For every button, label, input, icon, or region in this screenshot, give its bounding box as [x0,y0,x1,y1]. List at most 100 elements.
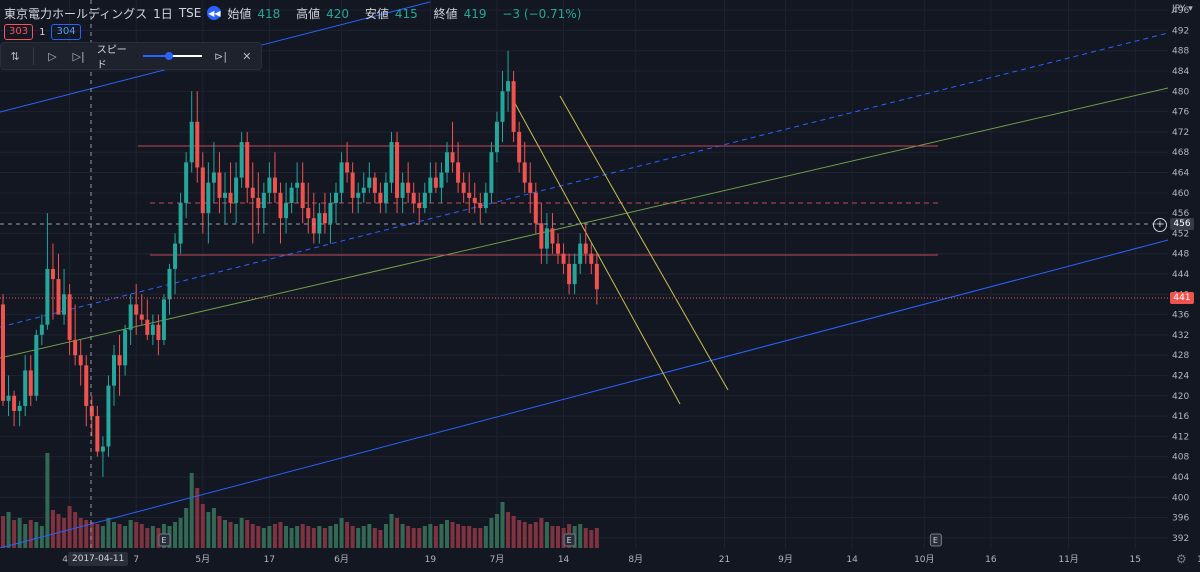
price-tick-label: 476 [1172,108,1189,118]
candle-body [78,355,83,366]
volume-bar [422,526,427,548]
time-axis[interactable]: 4月75月176月197月148月219月1410月1611月1512月18EE… [0,533,1200,572]
candle [533,182,538,234]
volume-bar [178,518,183,548]
earnings-marker[interactable]: E [563,533,576,547]
symbol-name[interactable]: 東京電力ホールディングス [4,6,148,21]
sell-button[interactable]: 303 [4,24,34,40]
volume-bar [539,518,544,548]
volume-bar [73,512,78,548]
speed-slider[interactable] [142,52,203,60]
candle [522,142,527,193]
channel-lower-line[interactable] [511,97,681,405]
candle [450,121,455,173]
settings-gear-icon[interactable]: ⚙ [1176,552,1187,566]
candle [300,162,305,224]
volume-bar [106,518,111,548]
dashed-trendline[interactable] [0,32,1169,328]
candle [217,152,222,214]
candle [39,314,44,346]
candle [78,339,83,386]
candle-body [106,385,111,447]
candle [123,324,128,376]
price-axis[interactable]: 3923964004044084124164204244284324364404… [1168,0,1200,572]
candle-body [317,213,322,234]
quantity-value[interactable]: 1 [39,26,46,38]
candle [150,314,155,346]
candle [256,172,261,234]
currency-selector[interactable]: JPY ▾ [1172,4,1193,14]
candle [483,182,488,214]
candle [184,152,189,219]
candle-body [395,142,400,198]
replay-rewind-icon[interactable]: ◀◀ [207,6,222,20]
candle-body [1,304,5,401]
candle [567,253,572,295]
volume-bar [134,522,139,548]
exchange-label: TSE [178,6,202,20]
candle [261,182,266,234]
candle [461,172,466,203]
svg-text:E: E [567,536,572,545]
candle-body [583,243,588,254]
earnings-marker[interactable]: E [929,533,942,547]
volume-bar [506,512,511,548]
volume-bar [234,524,239,548]
svg-text:E: E [161,536,166,545]
speed-label: スピード [96,45,127,71]
step-forward-icon[interactable]: ▷| [72,49,85,63]
volume-bar [556,526,560,548]
candle-body [167,268,172,300]
volume-bar [489,518,494,548]
volume-bar [500,502,505,548]
candle-body [483,192,488,209]
candle [561,243,566,274]
volume-bar [6,512,11,548]
price-tick-label: 460 [1172,189,1189,199]
volume-bar [217,516,222,548]
volume-bar [389,514,394,548]
candle-body [456,162,461,183]
lower-trendline[interactable] [0,239,1169,549]
candle [506,50,511,112]
green-trendline[interactable] [0,87,1169,359]
price-tick-label: 436 [1172,311,1189,321]
drawings[interactable] [0,1,1169,549]
volume-bar [78,518,83,548]
slider-knob[interactable] [164,52,173,60]
candle [500,71,505,143]
buy-button[interactable]: 304 [51,24,81,40]
time-tick-label: 17 [264,555,275,565]
select-bar-icon[interactable]: ⇅ [10,49,20,63]
volume-bar [239,518,244,548]
add-alert-icon[interactable]: + [1153,218,1167,232]
symbol-legend: 東京電力ホールディングス 1日 TSE ◀◀ 始値 418 高値 420 安値 415… [4,3,587,23]
volume-bar [34,522,39,548]
volume-bar [450,522,455,548]
earnings-marker[interactable]: E [158,533,171,547]
candle-body [334,192,338,203]
candle [139,294,144,325]
volume-bar [367,524,372,548]
interval-label[interactable]: 1日 [153,6,173,21]
price-tick-label: 456 [1172,209,1189,219]
close-icon[interactable]: ✕ [242,49,252,63]
candle-body [123,329,128,366]
volume-bar [223,520,227,548]
play-icon[interactable]: ▷ [48,49,57,63]
candle-body [6,395,11,401]
candle-body [295,182,300,188]
candle-body [306,208,311,219]
candle-body [139,314,144,320]
candle [112,345,116,406]
volume-bar [100,526,105,548]
divider [33,47,35,65]
channel-upper-line[interactable] [559,95,729,391]
jump-to-realtime-icon[interactable]: ⊳| [214,49,228,63]
candle [206,162,211,244]
candle-body [278,192,283,219]
candle-body [211,172,216,183]
candle-body [23,370,28,406]
candle [117,334,122,396]
